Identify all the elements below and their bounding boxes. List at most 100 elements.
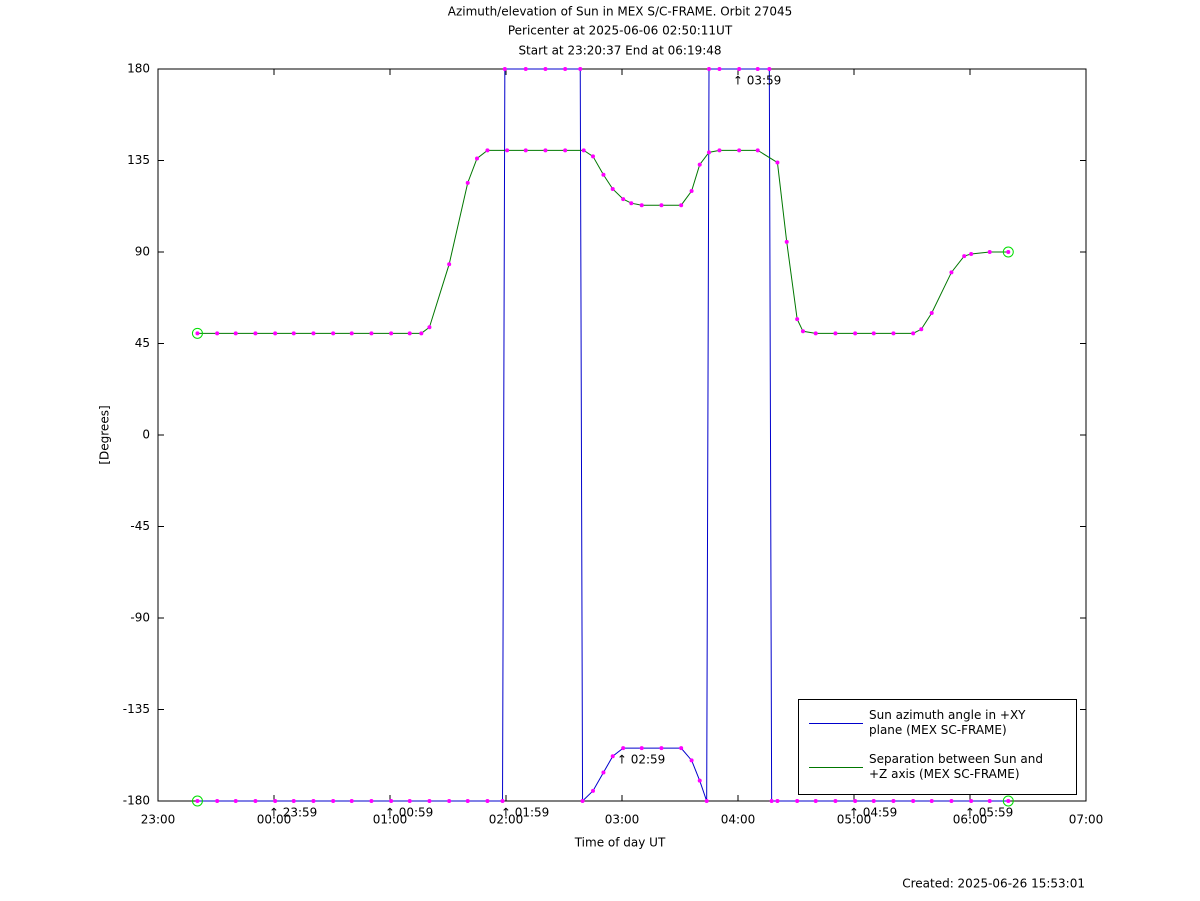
y-tick-label: 90 <box>135 245 150 259</box>
y-axis-label: [Degrees] <box>98 405 112 464</box>
point-marker <box>891 331 896 336</box>
point-marker <box>871 331 876 336</box>
point-marker <box>621 746 626 751</box>
y-tick-label: -90 <box>130 611 150 625</box>
legend-label: Separation between Sun and +Z axis (MEX … <box>869 752 1043 781</box>
legend-entry: Sun azimuth angle in +XY plane (MEX SC-F… <box>809 708 1069 738</box>
x-tick-label: 05:00 <box>837 813 872 827</box>
x-tick-label: 06:00 <box>953 813 988 827</box>
x-axis-label: Time of day UT <box>574 836 666 850</box>
point-marker <box>871 799 876 803</box>
point-marker <box>601 172 606 177</box>
point-marker <box>349 331 354 336</box>
point-marker <box>215 799 220 803</box>
x-tick-label: 02:00 <box>489 813 524 827</box>
point-marker <box>253 331 258 336</box>
point-marker <box>447 799 452 803</box>
annotation: ↑ 04:59 <box>849 806 897 820</box>
x-tick-label: 03:00 <box>605 813 640 827</box>
point-marker <box>447 262 452 267</box>
point-marker <box>962 254 967 259</box>
point-marker <box>580 799 585 803</box>
point-marker <box>969 252 974 257</box>
point-marker <box>813 331 818 336</box>
legend-label: Sun azimuth angle in +XY plane (MEX SC-F… <box>869 708 1026 737</box>
point-marker <box>311 799 316 803</box>
point-marker <box>621 197 626 202</box>
y-tick-label: -180 <box>123 794 150 808</box>
footer: Created: 2025-06-26 15:53:01 <box>902 877 1085 891</box>
point-marker <box>233 331 238 336</box>
y-tick-label: -135 <box>123 702 150 716</box>
point-marker <box>465 799 470 803</box>
point-marker <box>215 331 220 336</box>
point-marker <box>465 180 470 185</box>
point-marker <box>853 799 858 803</box>
point-marker <box>233 799 238 803</box>
point-marker <box>929 799 934 803</box>
point-marker <box>543 148 548 153</box>
legend-entry: Separation between Sun and +Z axis (MEX … <box>809 752 1069 782</box>
point-marker <box>369 331 374 336</box>
plot-frame <box>157 68 1087 802</box>
point-marker <box>679 203 684 208</box>
annotation: ↑ 01:59 <box>501 806 549 820</box>
point-marker <box>795 317 800 322</box>
legend-swatch <box>809 766 863 768</box>
point-marker <box>578 67 583 71</box>
point-marker <box>601 770 606 775</box>
point-marker <box>389 799 394 803</box>
point-marker <box>581 148 586 153</box>
y-tick-label: 45 <box>135 336 150 350</box>
point-marker <box>704 799 709 803</box>
chart-subtitle: Start at 23:20:37 End at 06:19:48 <box>518 44 721 58</box>
point-marker <box>911 799 916 803</box>
point-marker <box>591 788 595 793</box>
endpoint-marker <box>1002 795 1014 807</box>
point-marker <box>784 239 789 244</box>
point-marker <box>919 327 924 332</box>
point-marker <box>679 746 684 751</box>
point-marker <box>707 150 711 155</box>
annotation: ↑ 23:59 <box>269 806 317 820</box>
point-marker <box>591 154 595 159</box>
legend-swatch <box>809 722 863 724</box>
x-tick-label: 23:00 <box>141 813 176 827</box>
y-tick-label: 135 <box>127 153 150 167</box>
point-marker <box>800 329 805 334</box>
y-tick-label: -45 <box>130 519 150 533</box>
point-marker <box>987 250 992 254</box>
point-marker <box>707 67 711 71</box>
point-marker <box>505 148 510 153</box>
point-marker <box>500 799 505 803</box>
point-marker <box>769 799 774 803</box>
point-marker <box>833 799 838 803</box>
point-marker <box>331 799 336 803</box>
point-marker <box>563 148 568 153</box>
point-marker <box>911 331 916 336</box>
point-marker <box>195 331 200 336</box>
series-line <box>197 149 1009 334</box>
point-marker <box>195 799 200 803</box>
point-marker <box>543 67 548 71</box>
point-marker <box>767 67 772 71</box>
point-marker <box>523 67 528 71</box>
point-marker <box>331 331 336 336</box>
point-marker <box>273 799 278 803</box>
point-marker <box>475 156 479 161</box>
point-marker <box>291 799 296 803</box>
point-marker <box>639 746 644 751</box>
endpoint-marker <box>1002 246 1014 258</box>
point-marker <box>1006 799 1011 803</box>
point-marker <box>697 162 702 167</box>
point-marker <box>987 799 992 803</box>
point-marker <box>610 754 615 759</box>
point-marker <box>697 778 702 783</box>
point-marker <box>755 67 760 71</box>
point-marker <box>485 799 490 803</box>
annotation: ↑ 03:59 <box>733 74 781 88</box>
point-marker <box>689 189 694 193</box>
point-marker <box>737 148 742 153</box>
